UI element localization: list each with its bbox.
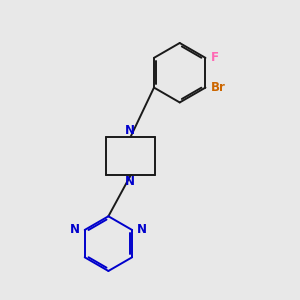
- Text: F: F: [211, 51, 219, 64]
- Text: N: N: [136, 224, 146, 236]
- Text: N: N: [70, 224, 80, 236]
- Text: N: N: [124, 175, 134, 188]
- Text: N: N: [124, 124, 134, 136]
- Text: Br: Br: [211, 81, 226, 94]
